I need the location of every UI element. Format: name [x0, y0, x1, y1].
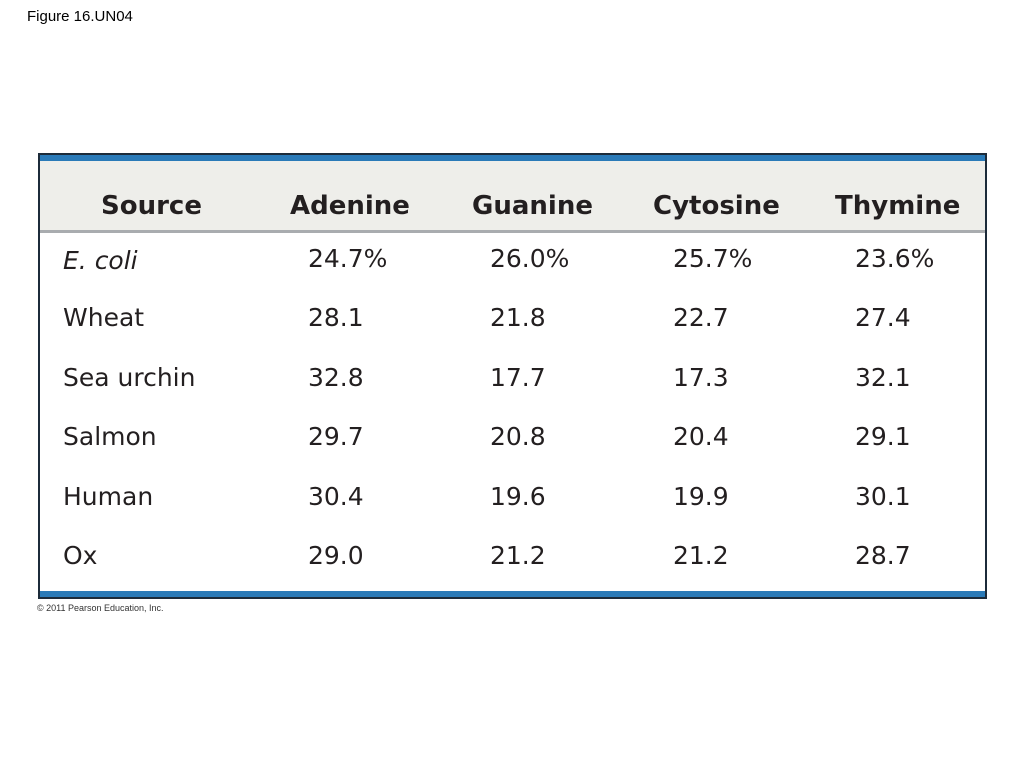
cell-guanine: 26.0% — [490, 244, 570, 273]
cell-guanine: 21.2 — [490, 541, 546, 570]
cell-guanine: 20.8 — [490, 422, 546, 451]
table-row: Ox 29.0 21.2 21.2 28.7 — [40, 541, 985, 581]
header-divider — [40, 230, 985, 233]
table-top-bar — [40, 153, 985, 161]
cell-adenine: 24.7% — [308, 244, 388, 273]
header-thymine: Thymine — [835, 191, 961, 221]
table-row: E. coli 24.7% 26.0% 25.7% 23.6% — [40, 244, 985, 284]
cell-cytosine: 17.3 — [673, 363, 729, 392]
table-row: Salmon 29.7 20.8 20.4 29.1 — [40, 422, 985, 462]
table-header-row: Source Adenine Guanine Cytosine Thymine — [40, 161, 985, 231]
cell-guanine: 19.6 — [490, 482, 546, 511]
figure-label: Figure 16.UN04 — [27, 8, 133, 25]
table-row: Human 30.4 19.6 19.9 30.1 — [40, 482, 985, 522]
cell-thymine: 23.6% — [855, 244, 935, 273]
table-row: Wheat 28.1 21.8 22.7 27.4 — [40, 303, 985, 343]
copyright-notice: © 2011 Pearson Education, Inc. — [37, 603, 164, 613]
cell-guanine: 17.7 — [490, 363, 546, 392]
table-row: Sea urchin 32.8 17.7 17.3 32.1 — [40, 363, 985, 403]
cell-thymine: 28.7 — [855, 541, 911, 570]
cell-adenine: 28.1 — [308, 303, 364, 332]
cell-source: E. coli — [63, 246, 138, 275]
cell-guanine: 21.8 — [490, 303, 546, 332]
cell-adenine: 32.8 — [308, 363, 364, 392]
cell-source: Human — [63, 482, 154, 511]
cell-cytosine: 20.4 — [673, 422, 729, 451]
header-guanine: Guanine — [472, 191, 593, 221]
cell-source: Wheat — [63, 303, 145, 332]
table-bottom-bar — [40, 591, 985, 599]
cell-cytosine: 21.2 — [673, 541, 729, 570]
cell-adenine: 29.0 — [308, 541, 364, 570]
header-cytosine: Cytosine — [653, 191, 780, 221]
cell-thymine: 27.4 — [855, 303, 911, 332]
cell-thymine: 29.1 — [855, 422, 911, 451]
cell-thymine: 30.1 — [855, 482, 911, 511]
cell-source: Salmon — [63, 422, 157, 451]
cell-cytosine: 25.7% — [673, 244, 753, 273]
header-adenine: Adenine — [290, 191, 410, 221]
base-composition-table: Source Adenine Guanine Cytosine Thymine … — [38, 153, 987, 599]
cell-adenine: 30.4 — [308, 482, 364, 511]
cell-source: Sea urchin — [63, 363, 196, 392]
header-source: Source — [101, 191, 202, 221]
cell-source: Ox — [63, 541, 98, 570]
cell-cytosine: 22.7 — [673, 303, 729, 332]
cell-adenine: 29.7 — [308, 422, 364, 451]
cell-cytosine: 19.9 — [673, 482, 729, 511]
cell-thymine: 32.1 — [855, 363, 911, 392]
